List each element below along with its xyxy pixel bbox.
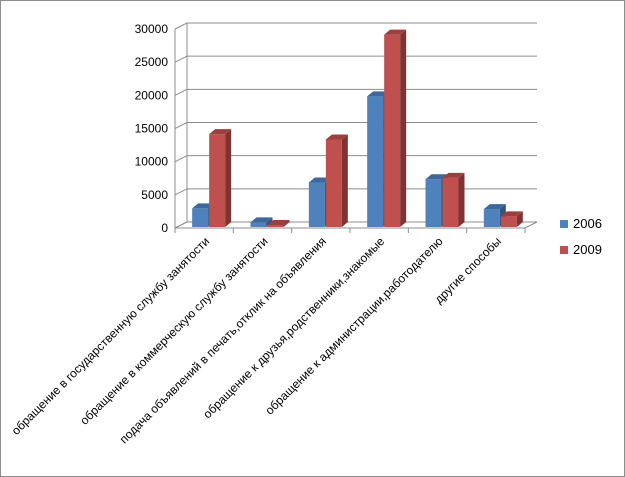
bar-2009-0 (209, 129, 232, 227)
legend-label-2009: 2009 (573, 242, 602, 257)
bar-front (425, 179, 442, 227)
bar-front (325, 139, 342, 227)
gridline-side (174, 55, 188, 63)
bars (192, 29, 523, 228)
gridline-side (174, 122, 188, 129)
x-axis-labels: обращение в государственную службу занят… (9, 228, 526, 446)
gridline-side (174, 188, 188, 196)
bar-top (500, 211, 523, 217)
y-tick-label: 15000 (135, 122, 169, 136)
x-category-label: обращение в государственную службу занят… (9, 234, 213, 438)
bar-top (367, 91, 390, 97)
bar-2009-2 (325, 134, 348, 227)
bar-front (483, 209, 500, 227)
bar-top (442, 172, 465, 178)
y-tick-label: 0 (161, 221, 168, 235)
bar-front (250, 222, 267, 227)
bar-side (283, 220, 290, 227)
legend-swatch-2009 (560, 246, 568, 254)
bar-side (516, 211, 523, 227)
gridline-side (174, 22, 188, 30)
y-tick-label: 20000 (135, 88, 169, 102)
bar-top (425, 174, 448, 180)
bar-front (192, 208, 209, 227)
bar-2006-1 (250, 217, 273, 227)
bar-front (209, 134, 226, 227)
bar-side (341, 134, 348, 227)
bar-top (192, 203, 215, 209)
y-axis-ticks: 0 5000 10000 15000 20000 25000 30000 (135, 22, 169, 235)
y-tick-label: 10000 (135, 155, 169, 169)
bar-side (458, 172, 465, 227)
bar-top (483, 204, 506, 210)
bar-side (266, 217, 273, 227)
x-category-label: подача объявлений в печать,отклик на объ… (117, 234, 329, 446)
bar-side (225, 129, 232, 227)
bar-2009-5 (500, 211, 523, 227)
legend: 2006 2009 (560, 216, 602, 257)
y-tick-label: 30000 (135, 22, 169, 36)
bar-front (442, 177, 459, 227)
bar-front (500, 216, 517, 227)
bar-top (250, 217, 273, 223)
bar-top (209, 129, 232, 135)
bar-top (384, 29, 407, 35)
legend-label-2006: 2006 (573, 216, 602, 231)
bar-2009-4 (442, 172, 465, 227)
bar-front (267, 225, 284, 227)
bar-front (308, 182, 325, 227)
bar-top (325, 134, 348, 140)
y-tick-label: 5000 (141, 188, 168, 202)
y-tick-label: 25000 (135, 55, 169, 69)
bar-top (267, 220, 290, 226)
bar-side (400, 29, 407, 228)
gridline-side (174, 88, 188, 96)
gridline-side (174, 155, 188, 163)
bar-top (308, 177, 331, 183)
bar-2009-3 (384, 29, 407, 228)
bar-front (384, 34, 401, 228)
bar-2009-1 (267, 220, 290, 227)
bar-front (367, 96, 384, 227)
legend-swatch-2006 (560, 220, 568, 228)
